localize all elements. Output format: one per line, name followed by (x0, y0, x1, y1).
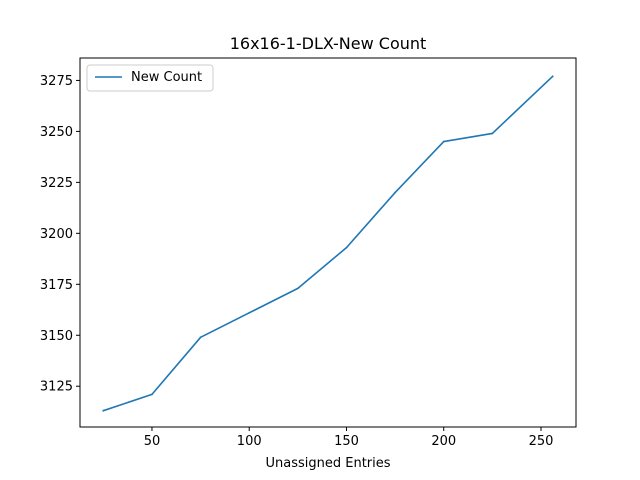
y-tick-label: 3175 (40, 278, 73, 293)
x-tick-label: 50 (144, 434, 161, 449)
legend: New Count (86, 64, 214, 92)
x-tick-label: 150 (334, 434, 359, 449)
x-tick-label: 100 (237, 434, 262, 449)
x-tick-label: 200 (431, 434, 456, 449)
data-point (199, 336, 202, 339)
data-point (151, 393, 153, 396)
data-point (102, 409, 105, 412)
chart-title: 16x16-1-DLX-New Count (230, 34, 427, 53)
y-tick-label: 3225 (40, 176, 73, 191)
data-point (394, 191, 397, 194)
plot-area (80, 58, 576, 427)
legend-box (86, 64, 214, 92)
y-tick-label: 3200 (40, 227, 73, 242)
x-axis: 50 100 150 200 250 (144, 427, 554, 449)
legend-label: New Count (131, 70, 202, 85)
data-point (442, 140, 445, 143)
x-axis-label: Unassigned Entries (265, 456, 390, 471)
series-layer (102, 75, 554, 412)
y-tick-label: 3250 (40, 125, 73, 140)
y-tick-label: 3275 (40, 74, 73, 89)
data-point (551, 75, 554, 78)
y-axis: 3125 3150 3175 3200 3225 3250 3275 (40, 74, 80, 395)
series-line (102, 75, 554, 412)
y-tick-label: 3150 (40, 329, 73, 344)
data-point (296, 287, 299, 290)
data-point (248, 311, 251, 314)
x-tick-label: 250 (529, 434, 554, 449)
plot-frame (79, 57, 577, 428)
data-point (345, 246, 348, 249)
data-point (491, 132, 494, 135)
y-tick-label: 3125 (40, 380, 73, 395)
